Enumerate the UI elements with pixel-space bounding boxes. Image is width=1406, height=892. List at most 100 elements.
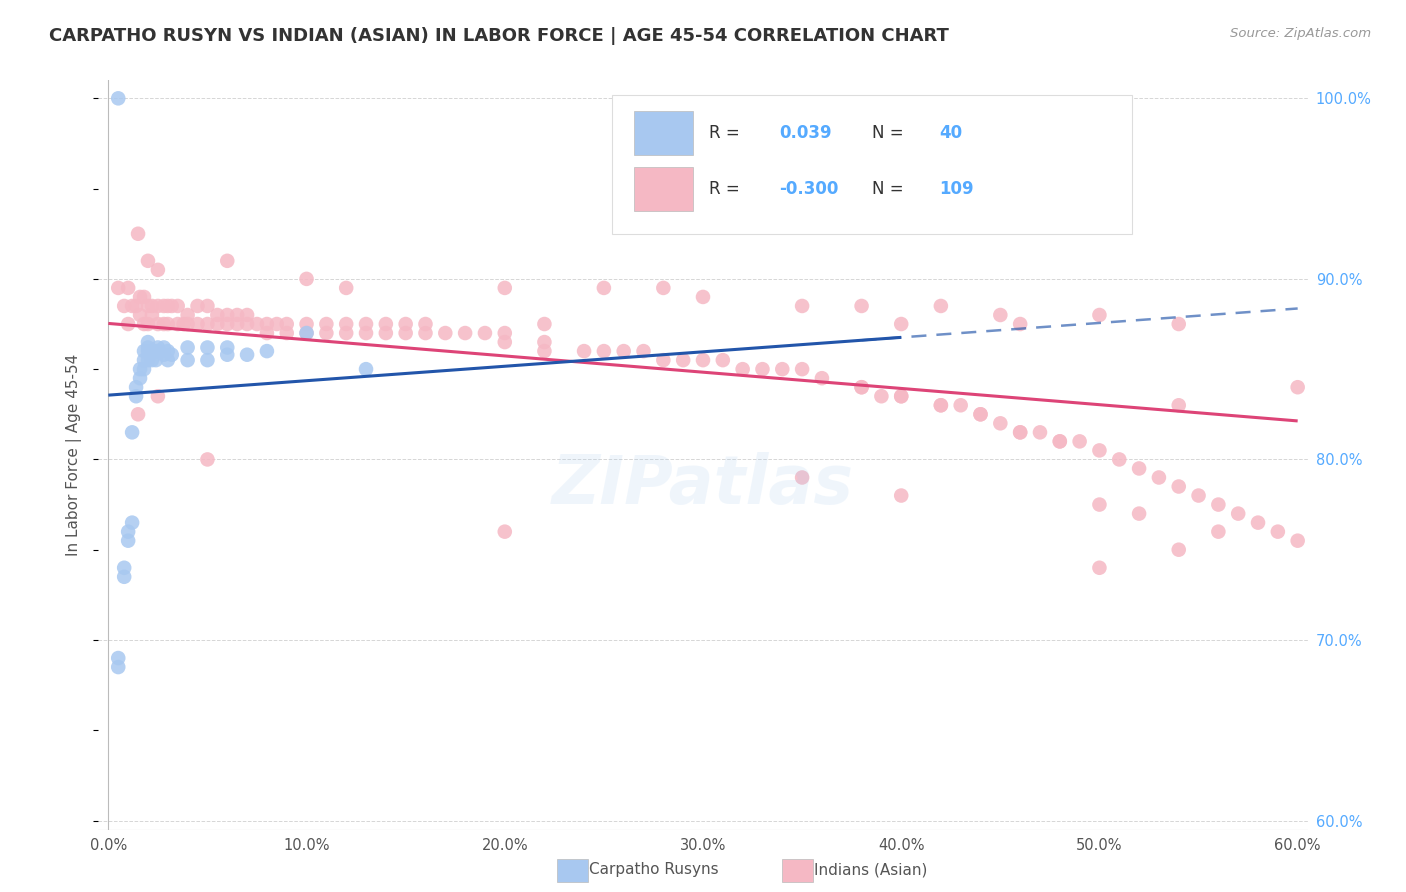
Point (790, 470, 813, 484)
Point (751, 362, 773, 376)
Point (1208, 524, 1230, 539)
FancyBboxPatch shape (634, 167, 693, 211)
Point (1128, 461, 1150, 475)
Point (374, 326, 396, 340)
Point (335, 281, 357, 295)
Point (295, 272, 318, 286)
Point (1069, 434, 1091, 449)
Point (176, 341, 198, 355)
Point (121, 516, 143, 530)
Text: N =: N = (872, 124, 910, 142)
Point (851, 299, 873, 313)
Point (276, 317, 298, 331)
Point (1049, 434, 1071, 449)
Point (236, 348, 259, 362)
Point (533, 317, 555, 331)
Point (652, 281, 675, 295)
Point (929, 398, 952, 412)
Point (217, 348, 239, 362)
Point (929, 299, 952, 313)
Point (454, 326, 477, 340)
Point (107, 281, 129, 295)
Point (395, 317, 418, 331)
Point (136, 341, 159, 355)
Point (217, 341, 239, 355)
Point (929, 398, 952, 412)
Text: Source: ZipAtlas.com: Source: ZipAtlas.com (1230, 27, 1371, 40)
Point (117, 533, 139, 548)
Point (1167, 317, 1189, 331)
Point (988, 417, 1011, 431)
Point (146, 389, 169, 403)
Point (692, 290, 714, 304)
Point (117, 281, 139, 295)
Point (141, 299, 163, 313)
Point (197, 353, 219, 368)
Point (1128, 507, 1150, 521)
Text: 40: 40 (939, 124, 962, 142)
Text: ZIPatlas: ZIPatlas (553, 452, 853, 518)
Point (633, 344, 655, 359)
Point (1010, 425, 1032, 440)
Point (107, 660, 129, 674)
Point (890, 317, 912, 331)
Point (1167, 479, 1189, 493)
Text: CARPATHO RUSYN VS INDIAN (ASIAN) IN LABOR FORCE | AGE 45-54 CORRELATION CHART: CARPATHO RUSYN VS INDIAN (ASIAN) IN LABO… (49, 27, 949, 45)
Point (156, 299, 179, 313)
Point (141, 344, 163, 359)
Point (129, 308, 152, 322)
Point (132, 290, 155, 304)
Point (136, 344, 159, 359)
Point (217, 317, 239, 331)
Point (434, 326, 457, 340)
Point (146, 344, 169, 359)
Point (153, 317, 176, 331)
Point (474, 326, 496, 340)
Point (354, 317, 377, 331)
Point (132, 344, 155, 359)
Text: Carpatho Rusyns: Carpatho Rusyns (589, 863, 718, 877)
Point (1010, 317, 1032, 331)
Point (166, 299, 188, 313)
Point (790, 299, 813, 313)
Point (1029, 425, 1052, 440)
Point (494, 334, 516, 349)
Point (186, 317, 208, 331)
Point (295, 326, 318, 340)
Point (1088, 561, 1111, 575)
Point (207, 308, 229, 322)
Point (112, 299, 135, 313)
Point (494, 281, 516, 295)
Point (141, 353, 163, 368)
Point (117, 317, 139, 331)
Point (315, 326, 337, 340)
Point (129, 290, 152, 304)
Point (890, 489, 912, 503)
Point (1167, 398, 1189, 412)
FancyBboxPatch shape (613, 95, 1132, 234)
Point (969, 407, 991, 421)
Point (153, 348, 176, 362)
Point (136, 334, 159, 349)
Point (335, 317, 357, 331)
FancyBboxPatch shape (634, 111, 693, 155)
Point (1010, 425, 1032, 440)
Point (1208, 498, 1230, 512)
Point (949, 398, 972, 412)
Point (117, 524, 139, 539)
Point (121, 299, 143, 313)
Point (494, 326, 516, 340)
Point (186, 299, 208, 313)
Point (236, 317, 259, 331)
Point (153, 341, 176, 355)
Text: N =: N = (872, 180, 910, 198)
Point (731, 362, 754, 376)
Point (415, 326, 437, 340)
Point (160, 299, 183, 313)
Point (256, 317, 278, 331)
Point (156, 344, 179, 359)
Point (870, 389, 893, 403)
Point (533, 334, 555, 349)
Point (1088, 498, 1111, 512)
Text: 109: 109 (939, 180, 973, 198)
